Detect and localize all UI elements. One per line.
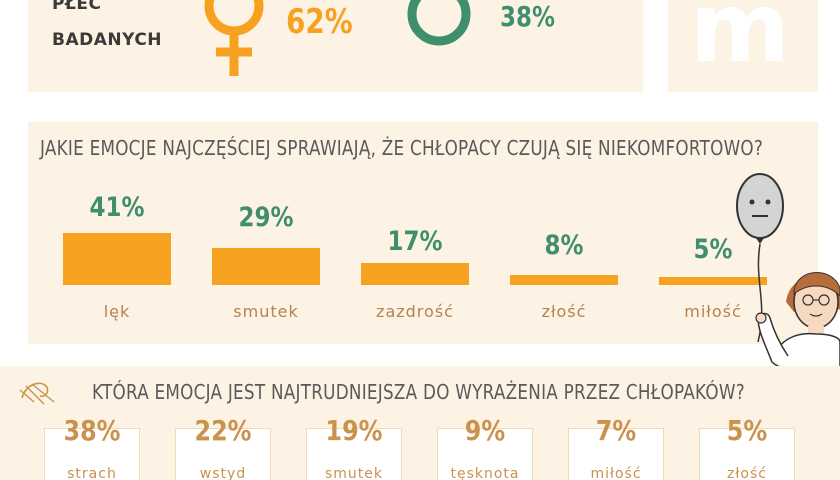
bar-value-label: 8% <box>544 230 584 261</box>
bar-złość <box>510 274 618 285</box>
emotion-card <box>437 428 533 480</box>
gender-panel <box>28 0 643 92</box>
female-percentage: 62% <box>286 2 353 42</box>
emotion-card <box>699 428 795 480</box>
bar-value-label: 17% <box>387 226 443 257</box>
logo-panel <box>668 0 818 92</box>
card-category-label: złość <box>727 466 767 480</box>
bar-zazdrość <box>361 263 469 285</box>
male-percentage: 38% <box>500 0 555 33</box>
card-category-label: miłość <box>590 466 642 480</box>
bar-category-label: miłość <box>684 302 742 321</box>
logo-letter: m <box>690 0 791 84</box>
bar-category-label: zazdrość <box>376 302 454 321</box>
gender-label-line2: BADANYCH <box>52 30 163 50</box>
bar-lęk <box>63 233 171 285</box>
card-category-label: wstyd <box>199 466 247 480</box>
gender-label-line1: PŁEĆ <box>52 0 102 14</box>
bar-smutek <box>212 248 320 285</box>
wind-swirl-icon <box>19 382 55 405</box>
card-category-label: strach <box>67 466 117 480</box>
card-value-label: 9% <box>464 414 506 447</box>
bar-miłość <box>659 277 767 285</box>
card-value-label: 38% <box>63 414 121 447</box>
card-value-label: 19% <box>325 414 383 447</box>
bar-category-label: lęk <box>103 302 131 321</box>
card-category-label: tęsknota <box>450 466 520 480</box>
emotions-title: JAKIE EMOCJE NAJCZĘŚCIEJ SPRAWIAJĄ, ŻE C… <box>40 136 764 160</box>
bar-value-label: 5% <box>693 234 733 265</box>
male-symbol-icon <box>407 0 471 46</box>
card-value-label: 22% <box>194 414 252 447</box>
bar-category-label: złość <box>541 302 587 321</box>
emotion-card <box>44 428 140 480</box>
bar-category-label: smutek <box>233 302 299 321</box>
card-category-label: smutek <box>324 466 383 480</box>
emotion-card <box>306 428 402 480</box>
bar-value-label: 41% <box>89 192 145 223</box>
emotion-card <box>175 428 271 480</box>
card-value-label: 5% <box>726 414 768 447</box>
bar-value-label: 29% <box>238 202 294 233</box>
female-symbol-icon <box>204 0 264 76</box>
hard-emotion-title: KTÓRA EMOCJA JEST NAJTRUDNIEJSZA DO WYRA… <box>92 380 745 404</box>
card-value-label: 7% <box>595 414 637 447</box>
emotion-card <box>568 428 664 480</box>
